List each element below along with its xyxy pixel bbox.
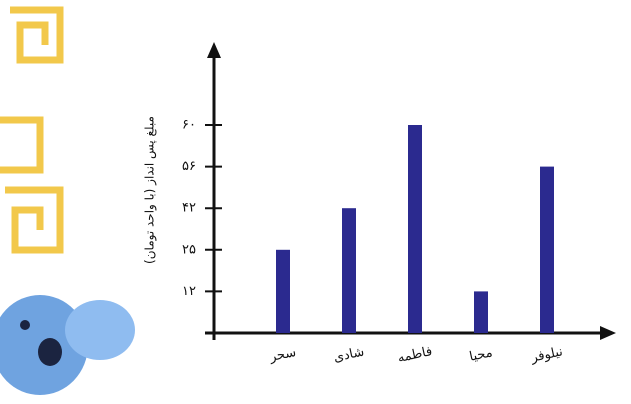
bar	[540, 166, 554, 333]
y-tick-label: ۲۵	[182, 242, 196, 257]
bar	[342, 208, 356, 333]
bar	[408, 125, 422, 333]
x-tick-label: نیلوفر	[529, 344, 564, 366]
y-tick-label: ۱۲	[182, 284, 196, 299]
x-tick-label: شادی	[332, 344, 365, 365]
y-axis-label: مبلغ پس انداز (با واحد تومان)	[143, 116, 158, 264]
x-axis-arrow	[600, 326, 616, 340]
x-tick-label: سحر	[268, 345, 298, 365]
y-tick-label: ۶۰	[182, 118, 196, 133]
y-tick-label: ۵۶	[182, 159, 196, 174]
x-tick-label: فاطمه	[396, 344, 433, 366]
decoration	[0, 6, 64, 254]
x-tick-label: محیا	[468, 345, 494, 365]
koala	[0, 295, 135, 395]
y-axis-arrow	[207, 42, 221, 58]
y-tick-label: ۴۲	[182, 201, 196, 216]
bar	[474, 291, 488, 333]
bar	[276, 249, 290, 333]
